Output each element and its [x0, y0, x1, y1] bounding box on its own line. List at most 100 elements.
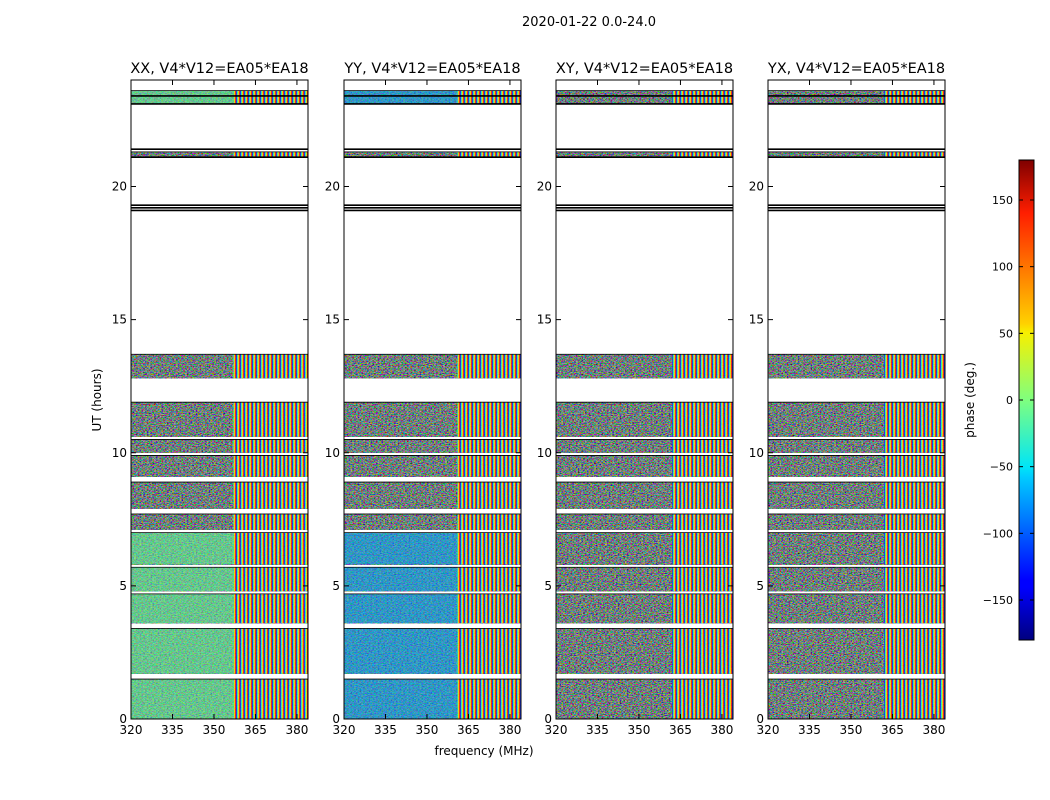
- fringe-block: [233, 151, 308, 158]
- y-tick-label: 0: [119, 712, 127, 726]
- fringe-block: [233, 455, 308, 477]
- y-tick-label: 15: [112, 313, 127, 327]
- y-axis-label: UT (hours): [90, 368, 104, 431]
- colorbar-tick-label: 100: [992, 261, 1013, 274]
- panel-1: XX, V4*V12=EA05*EA18 320 335 350 365 380 0 5 10 1…: [112, 61, 309, 737]
- y-tick-label: 10: [325, 446, 340, 460]
- phase-data: [131, 90, 308, 719]
- y-tick-label: 5: [544, 579, 552, 593]
- x-axis-label: frequency (MHz): [434, 744, 533, 758]
- y-tick-label: 10: [749, 446, 764, 460]
- fringe-block: [233, 567, 308, 592]
- y-tick-label: 5: [119, 579, 127, 593]
- fringe-block: [457, 532, 521, 565]
- x-tick-label: 350: [203, 723, 226, 737]
- coherent-phase-block: [131, 567, 234, 592]
- fringe-block: [457, 679, 521, 719]
- fringe-block: [884, 455, 945, 477]
- panel-frame: [767, 79, 946, 720]
- x-tick-label: 320: [757, 723, 780, 737]
- fringe-block: [457, 455, 521, 477]
- y-tick-label: 15: [749, 313, 764, 327]
- fringe-block: [672, 679, 733, 719]
- fringe-block: [884, 628, 945, 674]
- fringe-block: [672, 567, 733, 592]
- y-tick-label: 5: [756, 579, 764, 593]
- x-tick-label: 335: [374, 723, 397, 737]
- y-tick-label: 20: [537, 180, 552, 194]
- colorbar-tick-label: −150: [983, 594, 1013, 607]
- y-tick-label: 15: [325, 313, 340, 327]
- colorbar-ticks: −150 −100 −50 0 50 100 150: [983, 194, 1034, 607]
- fringe-block: [457, 354, 521, 379]
- data-block: [131, 151, 308, 158]
- fringe-block: [884, 482, 945, 509]
- fringe-block: [672, 593, 733, 624]
- x-tick-label: 380: [922, 723, 945, 737]
- x-tick-label: 350: [628, 723, 651, 737]
- phase-data: [556, 90, 733, 719]
- fringe-block: [233, 513, 308, 530]
- fringe-block: [457, 151, 521, 158]
- colorbar-label: phase (deg.): [963, 362, 977, 438]
- y-tick-label: 10: [112, 446, 127, 460]
- fringe-block: [233, 679, 308, 719]
- coherent-phase-block: [344, 679, 458, 719]
- colorbar-tick-label: −100: [983, 527, 1013, 540]
- colorbar-tick-label: −50: [990, 461, 1013, 474]
- x-tick-label: 335: [161, 723, 184, 737]
- x-tick-label: 320: [333, 723, 356, 737]
- colorbar-tick-label: 0: [1006, 394, 1013, 407]
- fringe-block: [233, 402, 308, 437]
- fringe-block: [457, 567, 521, 592]
- panel-2: YY, V4*V12=EA05*EA18 320 335 350 365 380 0 5 10 1…: [325, 61, 522, 737]
- y-tick-label: 0: [332, 712, 340, 726]
- fringe-block: [672, 513, 733, 530]
- panel-background: [344, 80, 521, 719]
- fringe-block: [457, 402, 521, 437]
- figure-suptitle: 2020-01-22 0.0-24.0: [522, 15, 656, 30]
- panel-title: YY, V4*V12=EA05*EA18: [343, 61, 520, 77]
- fringe-block: [884, 354, 945, 379]
- x-tick-label: 350: [840, 723, 863, 737]
- fringe-block: [672, 482, 733, 509]
- panel-frame: [555, 79, 734, 720]
- x-tick-label: 320: [545, 723, 568, 737]
- x-tick-label: 335: [586, 723, 609, 737]
- fringe-block: [884, 532, 945, 565]
- panel-4: YX, V4*V12=EA05*EA18 320 335 350 365 380 0 5 10 1…: [749, 61, 946, 737]
- fringe-block: [457, 513, 521, 530]
- x-tick-label: 320: [120, 723, 143, 737]
- fringe-block: [233, 482, 308, 509]
- fringe-block: [457, 439, 521, 453]
- colorbar: −150 −100 −50 0 50 100 150 phase (deg.): [963, 159, 1035, 641]
- y-tick-label: 0: [756, 712, 764, 726]
- panel-background: [768, 80, 945, 719]
- fringe-block: [233, 593, 308, 624]
- y-tick-label: 15: [537, 313, 552, 327]
- x-tick-label: 350: [416, 723, 439, 737]
- panel-background: [556, 80, 733, 719]
- y-tick-label: 20: [749, 180, 764, 194]
- fringe-block: [457, 593, 521, 624]
- fringe-block: [233, 439, 308, 453]
- fringe-block: [233, 90, 308, 104]
- coherent-phase-block: [131, 90, 234, 104]
- fringe-block: [884, 513, 945, 530]
- x-tick-label: 335: [798, 723, 821, 737]
- y-tick-label: 20: [112, 180, 127, 194]
- fringe-block: [672, 354, 733, 379]
- fringe-block: [457, 90, 521, 104]
- coherent-phase-block: [131, 679, 234, 719]
- x-tick-label: 380: [710, 723, 733, 737]
- colorbar-tick-label: 50: [999, 327, 1013, 340]
- fringe-block: [884, 151, 945, 158]
- phase-data: [768, 90, 945, 719]
- panel-frame: [130, 79, 309, 720]
- fringe-block: [884, 567, 945, 592]
- fringe-block: [884, 439, 945, 453]
- data-block: [344, 151, 521, 158]
- fringe-block: [672, 628, 733, 674]
- fringe-block: [672, 151, 733, 158]
